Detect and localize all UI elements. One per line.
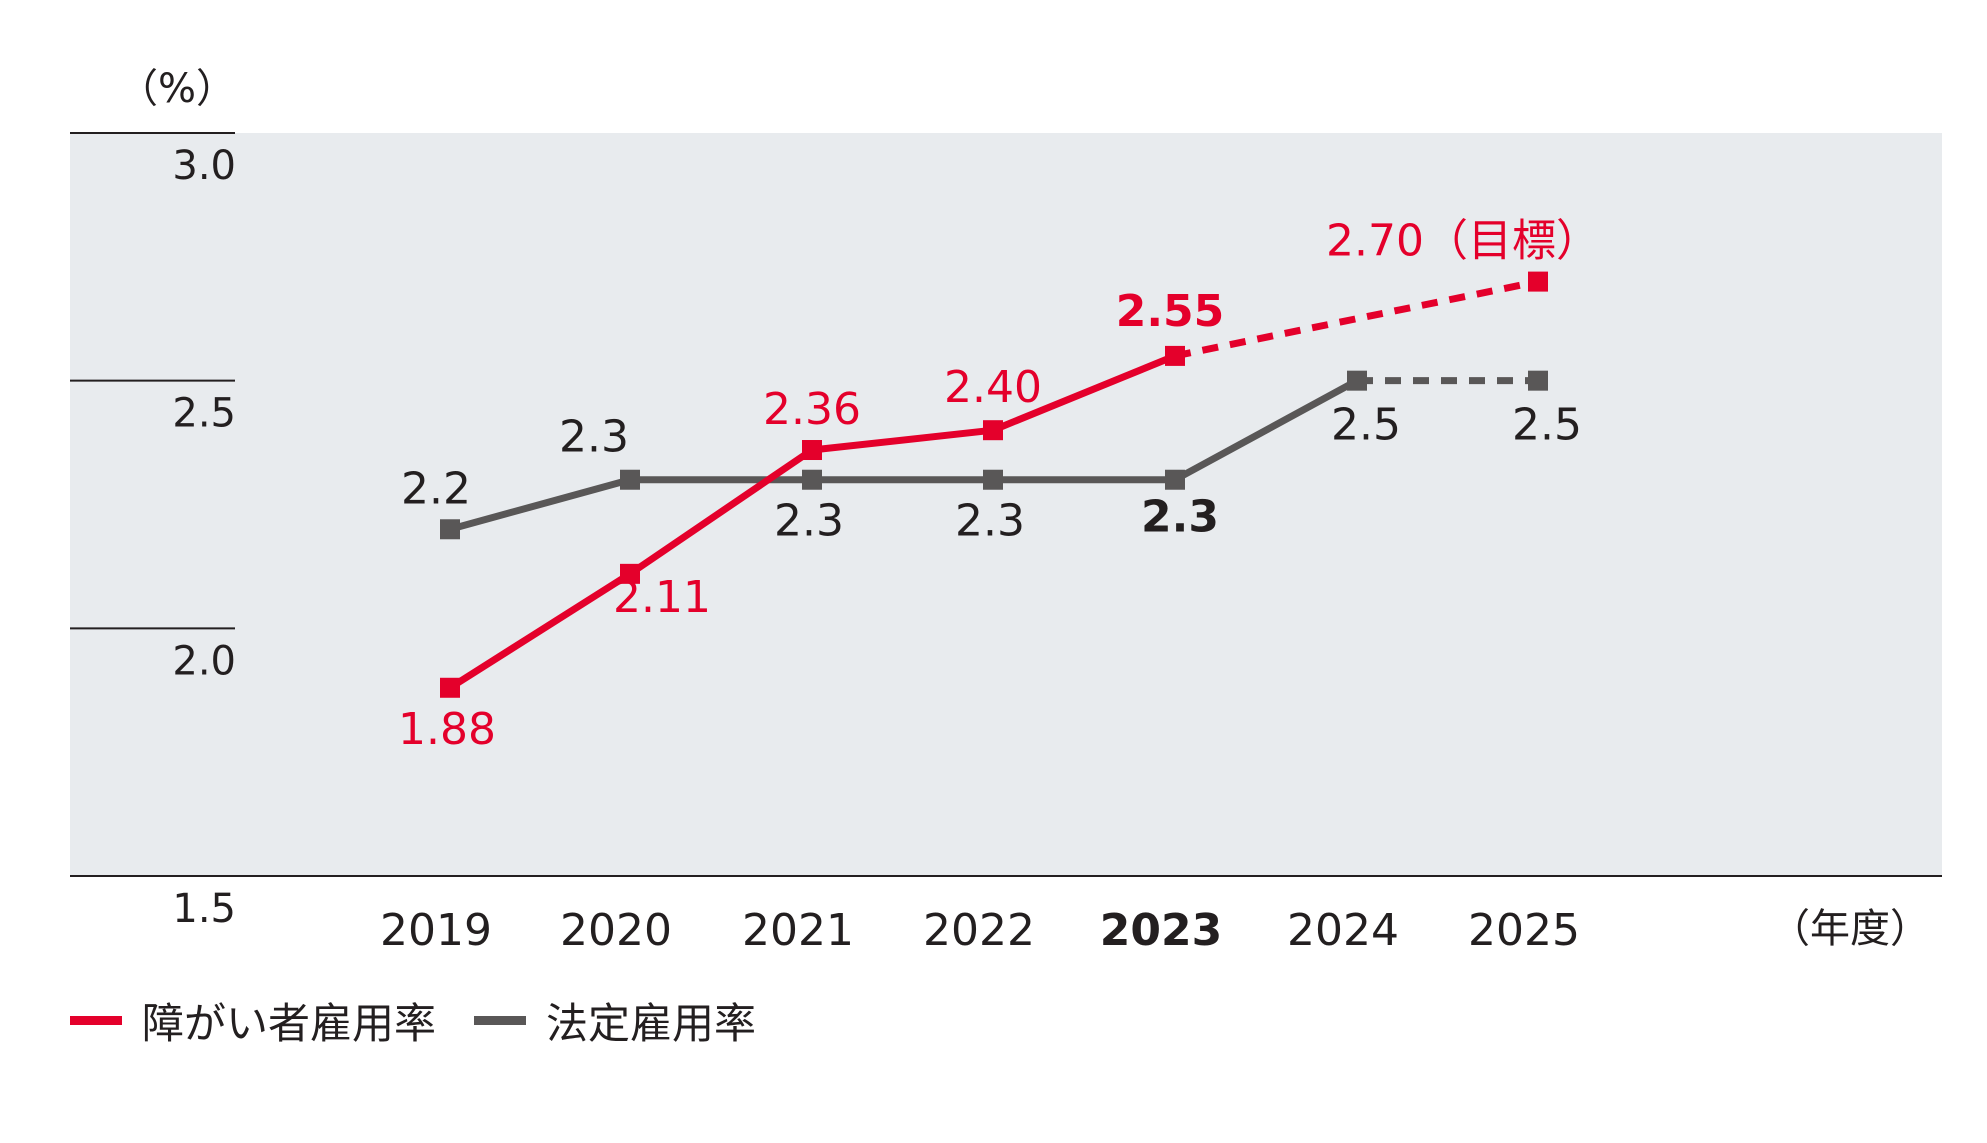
data-label-gray: 2.3 [955,496,1025,547]
x-tick-label: 2022 [923,905,1035,956]
data-label-red: 2.55 [1116,286,1225,337]
legend-item-legal-rate: 法定雇用率 [474,990,756,1051]
x-tick-label: 2024 [1287,905,1399,956]
data-label-gray: 2.2 [401,463,471,514]
data-label-red: 2.36 [763,384,861,435]
data-label-gray: 2.3 [774,496,844,547]
data-point-marker [620,469,640,490]
series-dashed-segment [1174,278,1539,360]
x-tick-label: 2019 [380,905,492,956]
data-label-gray: 2.5 [1331,400,1401,451]
data-point-marker [1165,345,1185,366]
data-point-marker [1347,370,1367,391]
x-tick-label: 2020 [560,905,672,956]
x-axis-unit: （年度） [1770,906,1930,952]
data-label-gray: 2.5 [1512,400,1582,451]
series-segment [1173,377,1359,483]
data-point-marker [802,469,822,490]
data-point-marker [802,440,822,461]
data-point-marker [1528,370,1548,391]
y-tick-label: 3.0 [172,143,236,189]
data-point-marker [440,519,460,540]
series-lines [448,278,1539,691]
data-label-gray: 2.3 [1141,492,1219,543]
data-label-red: 2.40 [944,362,1042,413]
legend-swatch-red [70,1016,122,1025]
legend-item-disability-rate: 障がい者雇用率 [70,990,436,1051]
series-segment [628,447,814,577]
series-segment [449,476,631,533]
y-tick-label: 2.5 [172,391,236,437]
data-point-marker [1528,271,1548,292]
data-point-marker [440,677,460,698]
data-point-marker [1165,469,1185,490]
data-point-marker [983,469,1003,490]
y-tick-label: 1.5 [172,886,236,932]
data-label-gray: 2.3 [559,412,629,463]
legend: 障がい者雇用率 法定雇用率 [70,990,794,1051]
series-segment [448,570,632,691]
markers [440,271,1548,698]
data-point-marker [983,420,1003,441]
data-label-red: 2.70（目標） [1326,216,1600,267]
x-tick-label: 2023 [1100,905,1222,956]
data-point-marker [620,563,640,584]
x-tick-label: 2025 [1468,905,1580,956]
axes: 3.0 2.5 2.0 1.5 （%） 2019 2020 2021 2022 2023 2024 2… [70,66,1942,956]
plot-background [70,133,1942,876]
y-tick-label: 2.0 [172,638,236,684]
series-segment [991,352,1177,434]
data-label-red: 2.11 [613,572,711,623]
data-label-red: 1.88 [398,704,496,755]
x-tick-label: 2021 [742,905,854,956]
legend-label: 法定雇用率 [546,999,757,1048]
y-axis-unit: （%） [118,66,236,112]
legend-label: 障がい者雇用率 [142,999,437,1048]
series-segment [811,426,994,454]
legend-swatch-gray [474,1016,527,1025]
data-labels: 1.88 2.11 2.36 2.40 2.55 2.70（目標） 2.2 2.3 2.3 2.3… [398,216,1600,755]
